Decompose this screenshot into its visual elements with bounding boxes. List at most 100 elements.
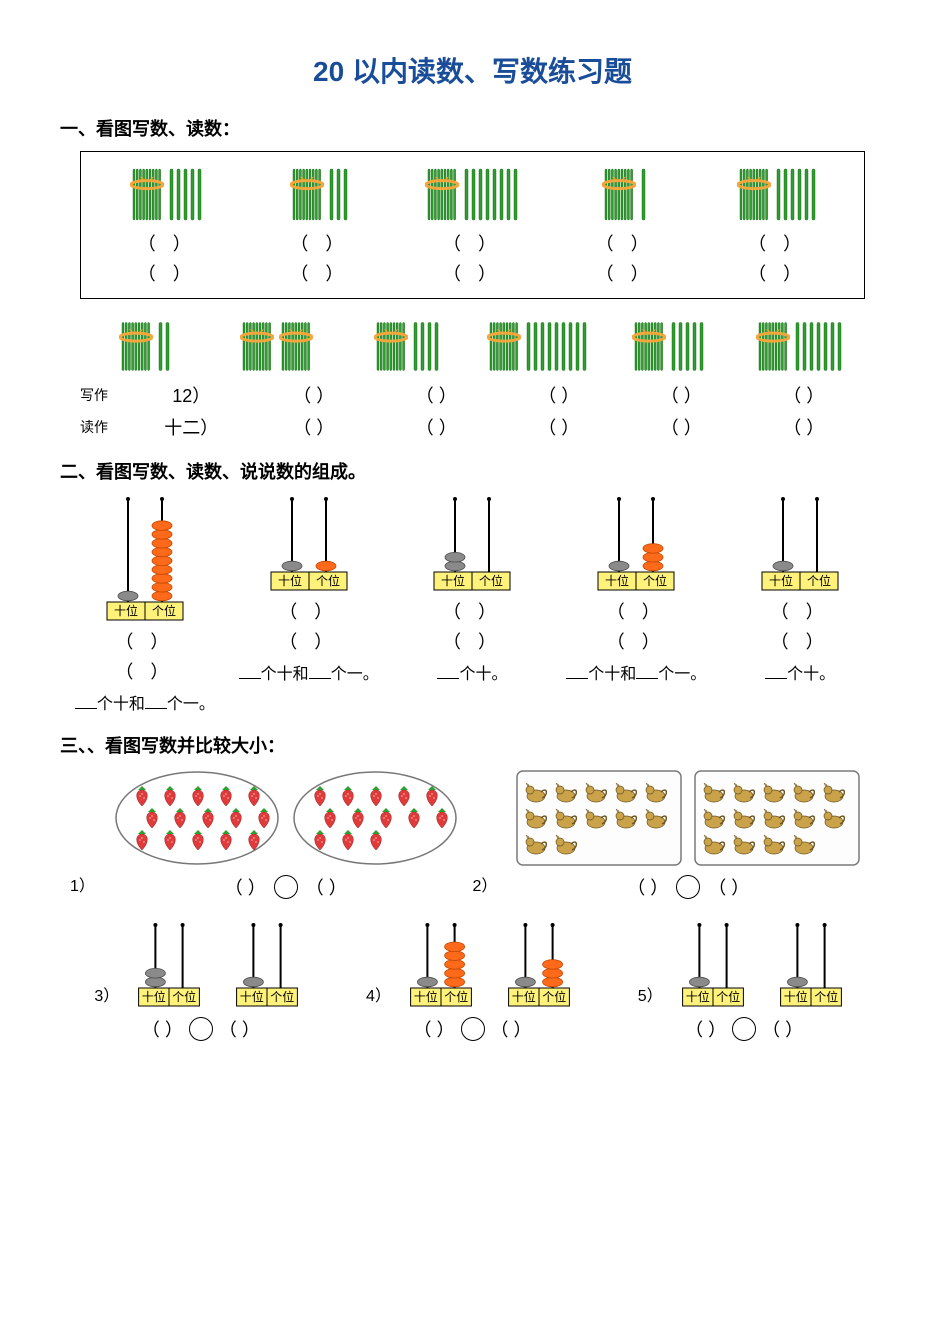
stick-bundle-icon xyxy=(602,167,636,222)
write-row: 写作 12）（ ）（ ）（ ）（ ）（ ） xyxy=(80,382,865,408)
paren: （ ） xyxy=(413,1016,454,1042)
q4-compare: （ ） （ ） xyxy=(413,1016,531,1042)
q1-label: 1） xyxy=(70,872,95,900)
paren: （ ） xyxy=(396,230,549,256)
q1-block: （ ） （ ） xyxy=(99,768,473,900)
stick-row-1 xyxy=(91,167,854,222)
svg-text:十位: 十位 xyxy=(414,989,438,1004)
stick-group xyxy=(396,167,549,222)
composition-desc: 个十。 xyxy=(720,660,880,684)
stick-group xyxy=(734,319,865,374)
paren: （ ） xyxy=(701,260,854,286)
read-cell: （ ） xyxy=(253,414,376,440)
stick-group xyxy=(211,319,342,374)
q3-abaci: 十位个位 十位个位 xyxy=(129,920,307,1010)
stick-bundle-icon xyxy=(737,167,771,222)
compare-circle-icon xyxy=(274,875,298,899)
loose-sticks-icon xyxy=(526,319,589,374)
abacus-icon: 十位个位 xyxy=(129,920,209,1010)
abacus-icon: 十位个位 xyxy=(771,920,851,1010)
svg-text:个位: 个位 xyxy=(270,989,294,1004)
section2-row: 十位个位（ ）（ ）个十和个一。十位个位（ ）（ ）个十和个一。十位个位（ ）（… xyxy=(65,494,880,714)
paren: （ ） xyxy=(685,1016,726,1042)
paren: （ ） xyxy=(762,1016,803,1042)
stick-group xyxy=(91,167,244,222)
q1-plates xyxy=(112,768,460,868)
strawberry-plate-icon xyxy=(112,768,282,868)
abacus-icon: 十位个位 xyxy=(227,920,307,1010)
abacus-icon: 十位个位 xyxy=(673,920,753,1010)
paren: （ ） xyxy=(91,230,244,256)
loose-sticks-icon xyxy=(329,167,350,222)
svg-text:个位: 个位 xyxy=(479,573,503,588)
abacus-icon: 十位个位 xyxy=(586,494,686,594)
q2-compare: （ ） （ ） xyxy=(627,874,749,900)
paren: （ ） xyxy=(720,598,880,624)
animal-box-icon xyxy=(514,768,684,868)
section3-heading: 三、、看图写数并比较大小： xyxy=(60,732,885,758)
paren: （ ） xyxy=(219,1016,260,1042)
svg-text:个位: 个位 xyxy=(716,989,740,1004)
abacus-icon: 十位个位 xyxy=(401,920,481,1010)
abacus-icon: 十位个位 xyxy=(499,920,579,1010)
stick-bundle-icon xyxy=(119,319,153,374)
read-cells: 十二）（ ）（ ）（ ）（ ）（ ） xyxy=(130,414,865,440)
stick-group xyxy=(80,319,211,374)
q3-pair: 3） 十位个位 十位个位 （ ） （ ） xyxy=(65,920,337,1042)
paren: （ ） xyxy=(556,628,716,654)
q2-block: （ ） （ ） xyxy=(501,768,875,900)
paren: （ ） xyxy=(65,658,225,684)
paren: （ ） xyxy=(720,628,880,654)
paren: （ ） xyxy=(244,230,397,256)
write-cell: （ ） xyxy=(253,382,376,408)
loose-sticks-icon xyxy=(158,319,172,374)
stick-bundle-icon xyxy=(756,319,790,374)
write-label: 写作 xyxy=(80,385,130,405)
q2-label: 2） xyxy=(473,872,498,900)
q3-compare: （ ） （ ） xyxy=(142,1016,260,1042)
write-cell: （ ） xyxy=(743,382,866,408)
read-cell: （ ） xyxy=(620,414,743,440)
loose-sticks-icon xyxy=(795,319,844,374)
read-cell: 十二） xyxy=(130,414,253,440)
stick-group xyxy=(603,319,734,374)
write-cells: 12）（ ）（ ）（ ）（ ）（ ） xyxy=(130,382,865,408)
stick-group xyxy=(342,319,473,374)
q3-label: 3） xyxy=(94,982,119,1010)
svg-text:十位: 十位 xyxy=(769,573,793,588)
abacus-icon: 十位个位 xyxy=(750,494,850,594)
q5-compare: （ ） （ ） xyxy=(685,1016,803,1042)
section1-heading: 一、看图写数、读数： xyxy=(60,115,885,141)
stick-bundle-icon xyxy=(290,167,324,222)
abacus-icon: 十位个位 xyxy=(259,494,359,594)
stick-bundle-icon xyxy=(425,167,459,222)
paren: （ ） xyxy=(393,628,553,654)
svg-text:十位: 十位 xyxy=(441,573,465,588)
section2-heading: 二、看图写数、读数、说说数的组成。 xyxy=(60,458,885,484)
q4-label: 4） xyxy=(366,982,391,1010)
paren: （ ） xyxy=(225,874,266,900)
q2-boxes xyxy=(514,768,862,868)
write-cell: （ ） xyxy=(375,382,498,408)
paren: （ ） xyxy=(701,230,854,256)
stick-bundle-icon xyxy=(240,319,274,374)
stick-group xyxy=(472,319,603,374)
svg-text:十位: 十位 xyxy=(605,573,629,588)
compare-circle-icon xyxy=(461,1017,485,1041)
paren: （ ） xyxy=(549,260,702,286)
stick-bundle-icon xyxy=(632,319,666,374)
svg-text:个位: 个位 xyxy=(814,989,838,1004)
page-title: 20 以内读数、写数练习题 xyxy=(60,50,885,90)
loose-sticks-icon xyxy=(169,167,204,222)
paren: （ ） xyxy=(549,230,702,256)
svg-text:十位: 十位 xyxy=(512,989,536,1004)
strawberry-plate-icon xyxy=(290,768,460,868)
loose-sticks-icon xyxy=(464,167,520,222)
compare-circle-icon xyxy=(732,1017,756,1041)
read-cell: （ ） xyxy=(498,414,621,440)
svg-text:个位: 个位 xyxy=(542,989,566,1004)
loose-sticks-icon xyxy=(671,319,706,374)
paren-row-1: （ ）（ ）（ ）（ ）（ ） xyxy=(91,230,854,256)
abacus-item: 十位个位（ ）（ ）个十。 xyxy=(393,494,553,714)
stick-bundle-icon xyxy=(130,167,164,222)
